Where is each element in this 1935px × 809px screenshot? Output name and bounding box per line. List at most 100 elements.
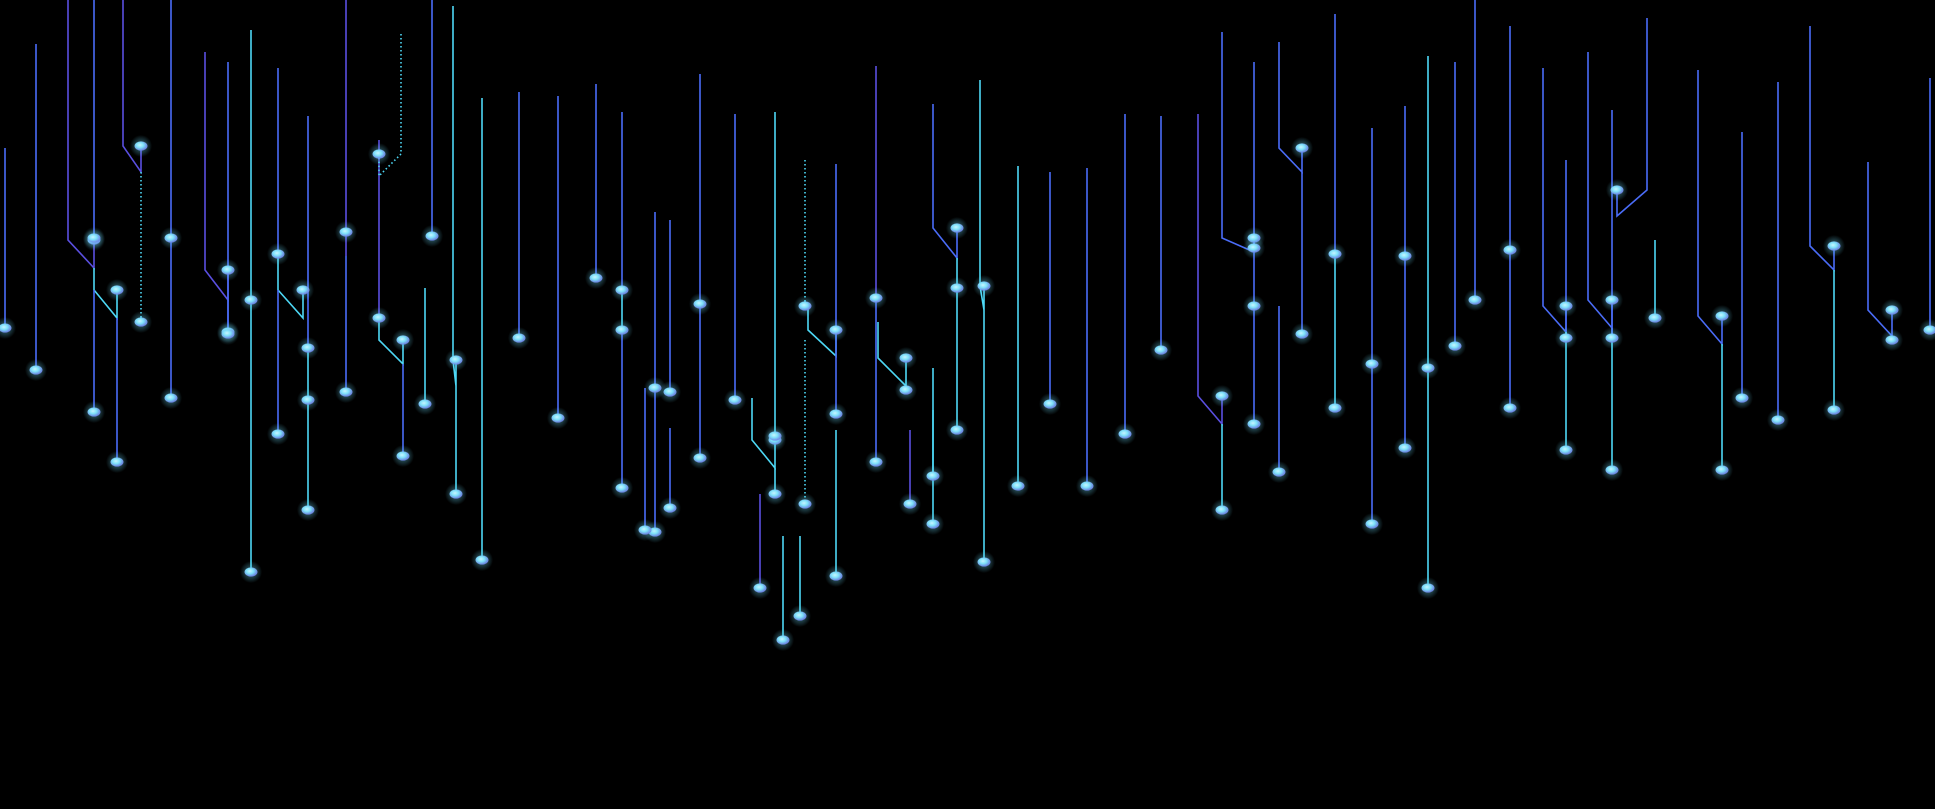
trace-node-dot: [950, 223, 964, 233]
trace-node-dot: [1118, 429, 1132, 439]
trace-node-dot: [1295, 329, 1309, 339]
circuit-trace: [93, 268, 118, 321]
trace-node-dot: [1503, 245, 1517, 255]
trace-node-dot: [1559, 301, 1573, 311]
trace-node-dot: [221, 265, 235, 275]
trace-node-dot: [551, 413, 565, 423]
trace-node-dot: [950, 283, 964, 293]
trace-node-dot: [1735, 393, 1749, 403]
trace-node-dot: [134, 317, 148, 327]
trace-node-dot: [1247, 301, 1261, 311]
trace-node-dot: [663, 503, 677, 513]
trace-node-dot: [1648, 313, 1662, 323]
circuit-trace: [1278, 42, 1303, 174]
trace-node-dot: [1421, 363, 1435, 373]
trace-node-dot: [87, 233, 101, 243]
trace-node-dot: [615, 325, 629, 335]
trace-node-dot: [753, 583, 767, 593]
trace-node-dot: [798, 499, 812, 509]
trace-node-dot: [869, 293, 883, 303]
trace-node-dot: [798, 301, 812, 311]
trace-node-dot: [1605, 295, 1619, 305]
trace-node-dot: [1295, 143, 1309, 153]
trace-node-dot: [1398, 251, 1412, 261]
trace-node-dot: [1247, 419, 1261, 429]
trace-node-dot: [1610, 185, 1624, 195]
trace-node-dot: [1043, 399, 1057, 409]
trace-node-dot: [1421, 583, 1435, 593]
trace-node-dot: [449, 355, 463, 365]
trace-node-dot: [1923, 325, 1935, 335]
trace-node-dot: [1885, 305, 1899, 315]
trace-node-dot: [899, 353, 913, 363]
trace-node-dot: [1365, 519, 1379, 529]
trace-node-dot: [926, 519, 940, 529]
trace-node-dot: [648, 383, 662, 393]
trace-node-dot: [615, 483, 629, 493]
trace-node-dot: [1827, 405, 1841, 415]
trace-node-dot: [425, 231, 439, 241]
trace-layer: [4, 0, 1931, 640]
trace-node-dot: [768, 431, 782, 441]
trace-node-dot: [1328, 249, 1342, 259]
trace-node-dot: [950, 425, 964, 435]
circuit-trace: [1197, 114, 1223, 427]
circuit-trace: [122, 0, 142, 175]
circuit-trace: [751, 398, 776, 471]
trace-node-dot: [418, 399, 432, 409]
trace-node-dot: [1885, 335, 1899, 345]
trace-node-dot: [475, 555, 489, 565]
circuit-trace: [1867, 162, 1893, 339]
circuit-trace: [1616, 18, 1648, 218]
circuit-trace: [1809, 26, 1835, 272]
circuit-trace: [877, 322, 907, 388]
trace-node-dot: [1715, 311, 1729, 321]
trace-node-dot: [1215, 505, 1229, 515]
trace-node-dot: [776, 635, 790, 645]
circuit-trace: [452, 6, 457, 387]
trace-node-dot: [768, 489, 782, 499]
trace-node-dot: [296, 285, 310, 295]
trace-node-dot: [869, 457, 883, 467]
circuit-trace: [1697, 70, 1723, 347]
trace-node-dot: [0, 323, 12, 333]
trace-node-dot: [339, 387, 353, 397]
trace-node-dot: [903, 499, 917, 509]
circuit-trace: [932, 104, 958, 261]
trace-node-dot: [589, 273, 603, 283]
trace-node-dot: [244, 567, 258, 577]
trace-node-dot: [396, 451, 410, 461]
trace-node-dot: [244, 295, 258, 305]
trace-node-dot: [221, 329, 235, 339]
trace-node-dot: [1328, 403, 1342, 413]
circuit-trace: [979, 80, 985, 311]
trace-node-dot: [339, 227, 353, 237]
trace-node-dot: [1272, 467, 1286, 477]
trace-node-dot: [793, 611, 807, 621]
trace-node-dot: [164, 393, 178, 403]
trace-node-dot: [29, 365, 43, 375]
trace-node-dot: [638, 525, 652, 535]
trace-node-dot: [615, 285, 629, 295]
trace-node-dot: [829, 325, 843, 335]
trace-node-dot: [134, 141, 148, 151]
trace-node-dot: [301, 395, 315, 405]
trace-node-dot: [1771, 415, 1785, 425]
trace-node-dot: [1715, 465, 1729, 475]
circuit-trace: [378, 34, 402, 178]
trace-node-dot: [829, 409, 843, 419]
trace-node-dot: [372, 149, 386, 159]
trace-node-dot: [728, 395, 742, 405]
trace-node-dot: [1827, 241, 1841, 251]
trace-node-dot: [1247, 243, 1261, 253]
circuit-trace: [67, 0, 95, 271]
trace-node-dot: [1365, 359, 1379, 369]
trace-node-dot: [271, 249, 285, 259]
trace-node-dot: [110, 457, 124, 467]
node-layer: [0, 134, 1935, 652]
trace-node-dot: [926, 471, 940, 481]
trace-node-dot: [1605, 333, 1619, 343]
